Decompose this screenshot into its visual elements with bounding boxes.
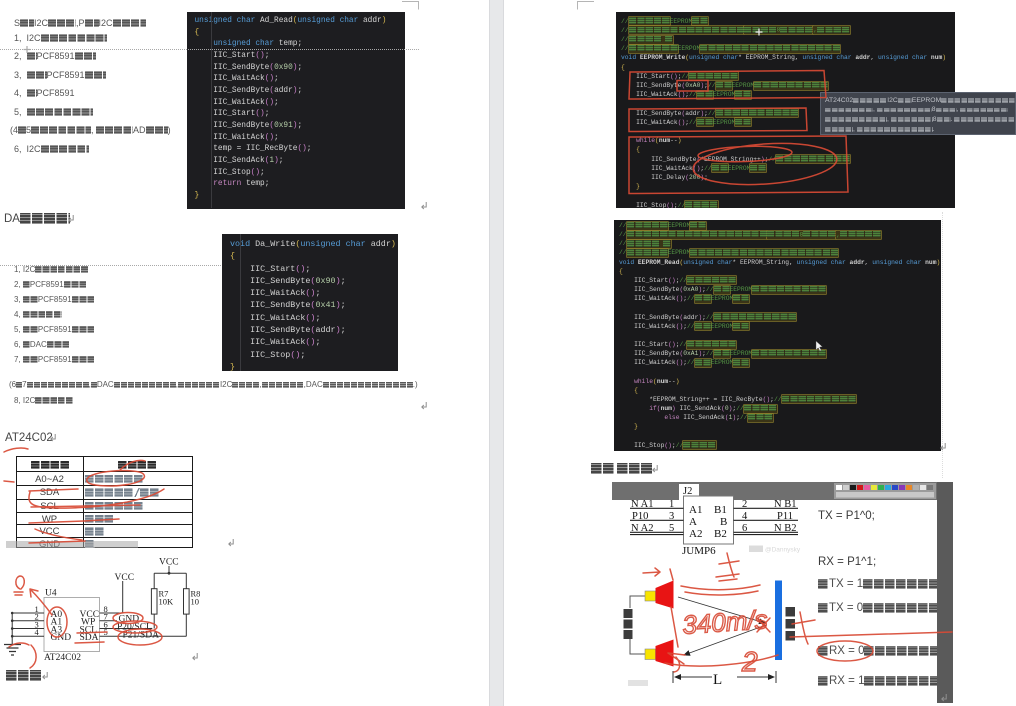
svg-text:10K: 10K	[159, 597, 175, 607]
svg-text:P21/SDA: P21/SDA	[123, 630, 160, 640]
svg-text:L: L	[713, 672, 722, 688]
svg-text:1: 1	[669, 499, 674, 510]
svg-text:3: 3	[669, 511, 674, 522]
svg-text:GND: GND	[51, 633, 72, 643]
svg-text:4: 4	[35, 627, 40, 637]
svg-text:N B2: N B2	[774, 523, 796, 534]
svg-text:4: 4	[742, 511, 748, 522]
svg-text:5: 5	[669, 523, 674, 534]
svg-text:AT24C02: AT24C02	[44, 653, 81, 663]
svg-text:A1: A1	[689, 504, 702, 516]
svg-text:N A2: N A2	[631, 523, 653, 534]
svg-text:R8: R8	[191, 589, 201, 599]
svg-text:P10: P10	[632, 511, 648, 522]
svg-text:6: 6	[742, 523, 747, 534]
svg-text:J2: J2	[683, 486, 692, 497]
svg-text:U4: U4	[45, 589, 57, 599]
svg-text:N B1: N B1	[774, 499, 796, 510]
svg-text:B: B	[720, 516, 727, 528]
svg-text:B1: B1	[714, 504, 727, 516]
svg-text:3: 3	[35, 619, 39, 629]
svg-text:8: 8	[104, 604, 108, 614]
svg-text:WP: WP	[81, 618, 95, 628]
svg-text:2: 2	[35, 612, 39, 622]
svg-text:VCC: VCC	[159, 558, 179, 568]
svg-text:A2: A2	[689, 528, 702, 540]
svg-text:B2: B2	[714, 528, 727, 540]
svg-text:SCL: SCL	[80, 625, 98, 635]
svg-text:7: 7	[104, 612, 108, 622]
svg-text:VCC: VCC	[115, 573, 135, 583]
svg-text:P11: P11	[777, 511, 793, 522]
svg-text:2: 2	[742, 499, 747, 510]
svg-text:@Dannysky: @Dannysky	[765, 547, 801, 554]
svg-text:SDA: SDA	[80, 633, 99, 643]
svg-text:JUMP6: JUMP6	[682, 545, 716, 557]
svg-text:A: A	[689, 516, 697, 528]
svg-text:N A1: N A1	[631, 499, 653, 510]
svg-text:VCC: VCC	[80, 610, 100, 620]
svg-text:10: 10	[191, 597, 200, 607]
svg-text:R7: R7	[159, 589, 169, 599]
svg-text:6: 6	[104, 619, 108, 629]
